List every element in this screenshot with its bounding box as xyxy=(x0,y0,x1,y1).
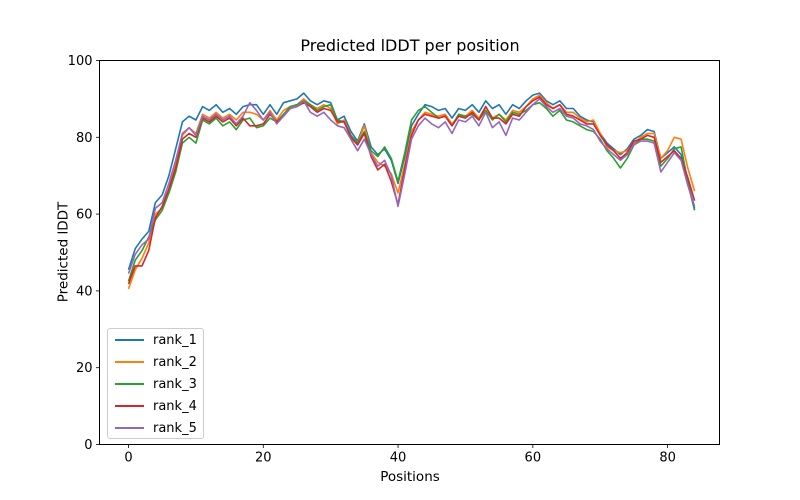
legend-label: rank_4 xyxy=(153,398,197,414)
legend-line-swatch xyxy=(115,339,144,341)
series-line-rank_3 xyxy=(127,100,696,282)
y-tick-label: 20 xyxy=(76,361,93,376)
legend-item: rank_3 xyxy=(108,373,203,395)
chart-title: Predicted lDDT per position xyxy=(300,36,520,55)
y-tick-label: 100 xyxy=(68,54,93,69)
legend-item: rank_4 xyxy=(108,395,203,417)
legend: rank_1 rank_2 rank_3 rank_4 rank_5 xyxy=(107,328,204,439)
y-tick-label: 60 xyxy=(76,208,93,223)
legend-item: rank_2 xyxy=(108,351,203,373)
axes-spines xyxy=(99,60,720,445)
legend-label: rank_2 xyxy=(153,354,197,370)
x-tick-label: 0 xyxy=(124,451,132,466)
x-tick-label: 60 xyxy=(525,451,542,466)
legend-item: rank_1 xyxy=(108,329,203,351)
x-tick-label: 80 xyxy=(659,451,676,466)
y-tick-label: 0 xyxy=(84,438,92,453)
series-line-rank_2 xyxy=(127,94,696,290)
x-tick-label: 20 xyxy=(255,451,272,466)
legend-line-swatch xyxy=(115,427,144,429)
y-axis-label: Predicted lDDT xyxy=(55,201,72,303)
legend-item: rank_5 xyxy=(108,417,203,439)
x-tick-label: 40 xyxy=(390,451,407,466)
x-axis-label: Positions xyxy=(380,469,440,485)
legend-line-swatch xyxy=(115,383,144,385)
legend-label: rank_1 xyxy=(153,332,197,348)
series-line-rank_5 xyxy=(127,98,696,274)
legend-label: rank_3 xyxy=(153,376,197,392)
y-tick-label: 40 xyxy=(76,284,93,299)
legend-label: rank_5 xyxy=(153,420,197,436)
series-line-rank_4 xyxy=(127,96,696,285)
legend-line-swatch xyxy=(115,405,144,407)
legend-line-swatch xyxy=(115,361,144,363)
y-tick-label: 80 xyxy=(76,131,93,146)
